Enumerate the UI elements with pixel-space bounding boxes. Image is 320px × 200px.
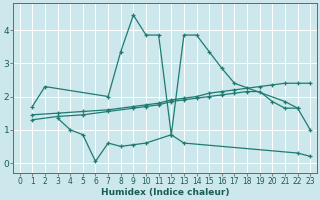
X-axis label: Humidex (Indice chaleur): Humidex (Indice chaleur) (101, 188, 229, 197)
